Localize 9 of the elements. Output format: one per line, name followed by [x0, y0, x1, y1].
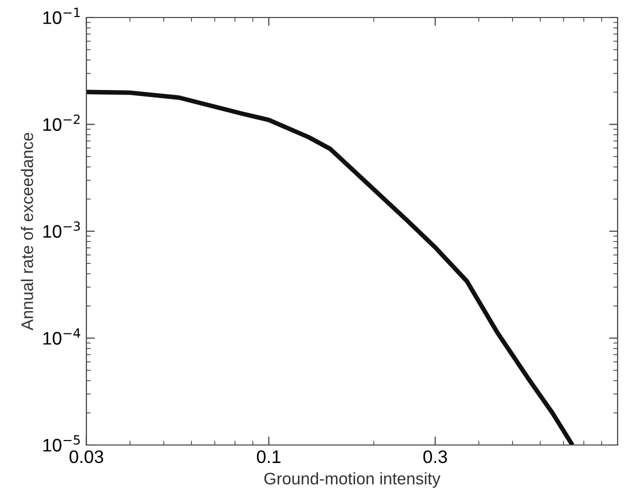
y-tick-label: 10$^{−2}$	[43, 114, 80, 131]
x-tick-label: 0.1	[256, 450, 280, 464]
y-tick-label: 10$^{−1}$	[43, 8, 80, 24]
y-axis-title: Annual rate of exceedance	[20, 132, 34, 330]
x-tick-label: 0.03	[70, 450, 104, 464]
x-axis-title: Ground-motion intensity	[264, 472, 440, 488]
y-tick-label: 10$^{−4}$	[43, 328, 80, 345]
y-tick-label: 10$^{−3}$	[43, 221, 80, 238]
x-tick-label: 0.3	[423, 450, 447, 464]
